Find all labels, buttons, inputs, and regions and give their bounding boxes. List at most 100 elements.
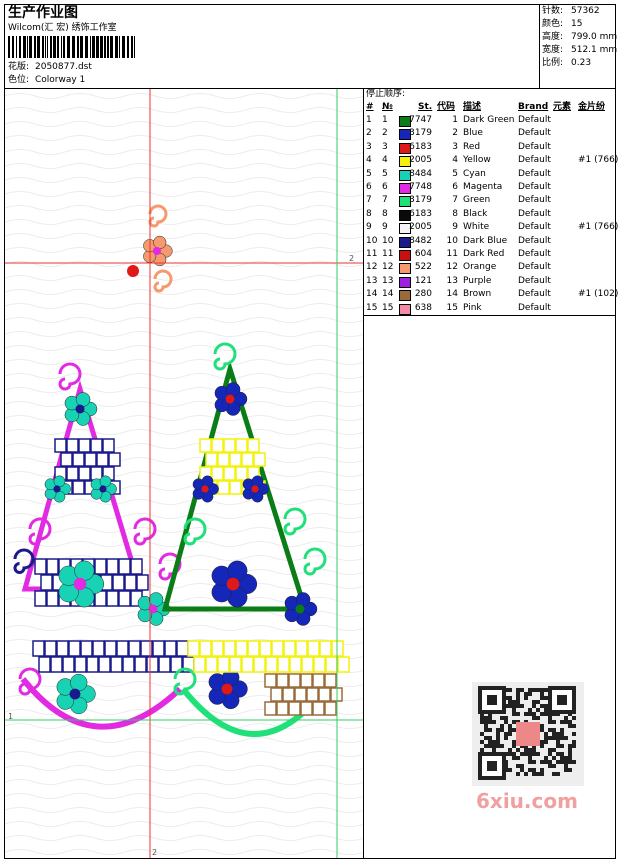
brick <box>312 701 325 716</box>
qr-cell <box>492 740 496 744</box>
code: 11 <box>446 249 458 259</box>
brick <box>187 640 200 657</box>
qr-cell <box>540 704 544 708</box>
qr-cell <box>524 752 528 756</box>
bar-line <box>115 36 118 58</box>
brick <box>313 656 326 673</box>
stitches: 6183 <box>409 208 432 219</box>
brick <box>264 673 277 688</box>
brick <box>62 656 75 673</box>
scroll <box>183 517 207 546</box>
qr-cell <box>492 744 496 748</box>
qr-cell <box>552 720 556 724</box>
bar-line <box>110 36 113 58</box>
qr-cell <box>552 736 556 740</box>
qr-cell <box>572 744 576 748</box>
design-label: 花版: <box>8 62 30 72</box>
description: Brown <box>463 289 492 300</box>
brick <box>176 640 189 657</box>
brick <box>217 452 230 467</box>
row-no: 14 <box>382 289 394 300</box>
petal <box>74 560 95 581</box>
qr-cell <box>532 752 536 756</box>
row-number: 10 <box>366 235 378 246</box>
description: Blue <box>463 128 483 139</box>
qr-cell <box>512 712 516 716</box>
qr-cell <box>508 696 512 700</box>
qr-code <box>472 682 584 786</box>
qr-cell <box>524 692 528 696</box>
brick <box>86 656 99 673</box>
column-header: 描述 <box>463 102 482 112</box>
qr-cell <box>508 768 512 772</box>
qr-cell <box>568 748 572 752</box>
bar-line <box>127 36 129 58</box>
qr-cell <box>548 760 552 764</box>
row-no: 11 <box>382 249 394 259</box>
qr-cell <box>540 744 544 748</box>
brick <box>199 640 212 657</box>
scroll <box>283 507 307 536</box>
qr-cell <box>560 720 564 724</box>
qr-cell <box>556 744 560 748</box>
bar-line <box>37 36 40 58</box>
brick <box>300 701 313 716</box>
flower-center <box>221 683 233 695</box>
brick <box>112 574 125 591</box>
brick <box>288 673 301 688</box>
scallop <box>20 677 183 730</box>
flower-center <box>295 604 305 614</box>
qr-cell <box>536 752 540 756</box>
design: 2050877.dst <box>35 62 92 72</box>
brand: Default <box>518 168 551 179</box>
description: Cyan <box>463 168 486 179</box>
petal <box>153 235 167 249</box>
qr-cell <box>516 688 520 692</box>
stitches: 6183 <box>409 141 432 152</box>
brick <box>241 656 254 673</box>
qr-cell <box>552 772 556 776</box>
brick <box>32 640 45 657</box>
qr-cell <box>508 704 512 708</box>
qr-cell <box>524 696 528 700</box>
qr-cell <box>500 724 504 728</box>
swatch <box>399 196 411 208</box>
qr-cell <box>480 716 484 720</box>
qr-finder <box>478 686 506 714</box>
info-value: 0.23 <box>571 58 592 68</box>
description: Green <box>463 195 491 206</box>
qr-cell <box>528 688 532 692</box>
info-value: 512.1 mm <box>571 45 618 55</box>
brick <box>229 656 242 673</box>
code: 2 <box>452 128 458 139</box>
description: Yellow <box>463 155 491 166</box>
qr-cell <box>508 688 512 692</box>
brick <box>295 640 308 657</box>
description: Red <box>463 141 481 152</box>
bar-line <box>85 36 88 58</box>
brick <box>94 558 107 575</box>
petal <box>75 392 91 407</box>
brick <box>152 640 165 657</box>
qr-cell <box>532 688 536 692</box>
qr-cell <box>568 756 572 760</box>
qr-cell <box>488 736 492 740</box>
stops-title: 停止顺序: <box>366 89 406 99</box>
qr-logo <box>516 722 540 746</box>
qr-cell <box>512 700 516 704</box>
row-number: 7 <box>366 195 372 206</box>
brick <box>110 656 123 673</box>
row-number: 15 <box>366 302 378 313</box>
qr-cell <box>516 696 520 700</box>
stitches: 2005 <box>409 155 432 166</box>
qr-cell <box>480 732 484 736</box>
code: 14 <box>446 289 458 300</box>
scroll <box>213 342 237 371</box>
qr-cell <box>548 736 552 740</box>
brand: Default <box>518 262 551 273</box>
info-label: 颜色: <box>542 19 564 29</box>
qr-cell <box>564 756 568 760</box>
info-label: 高度: <box>542 32 564 42</box>
bar-line <box>100 36 103 58</box>
qr-cell <box>564 720 568 724</box>
